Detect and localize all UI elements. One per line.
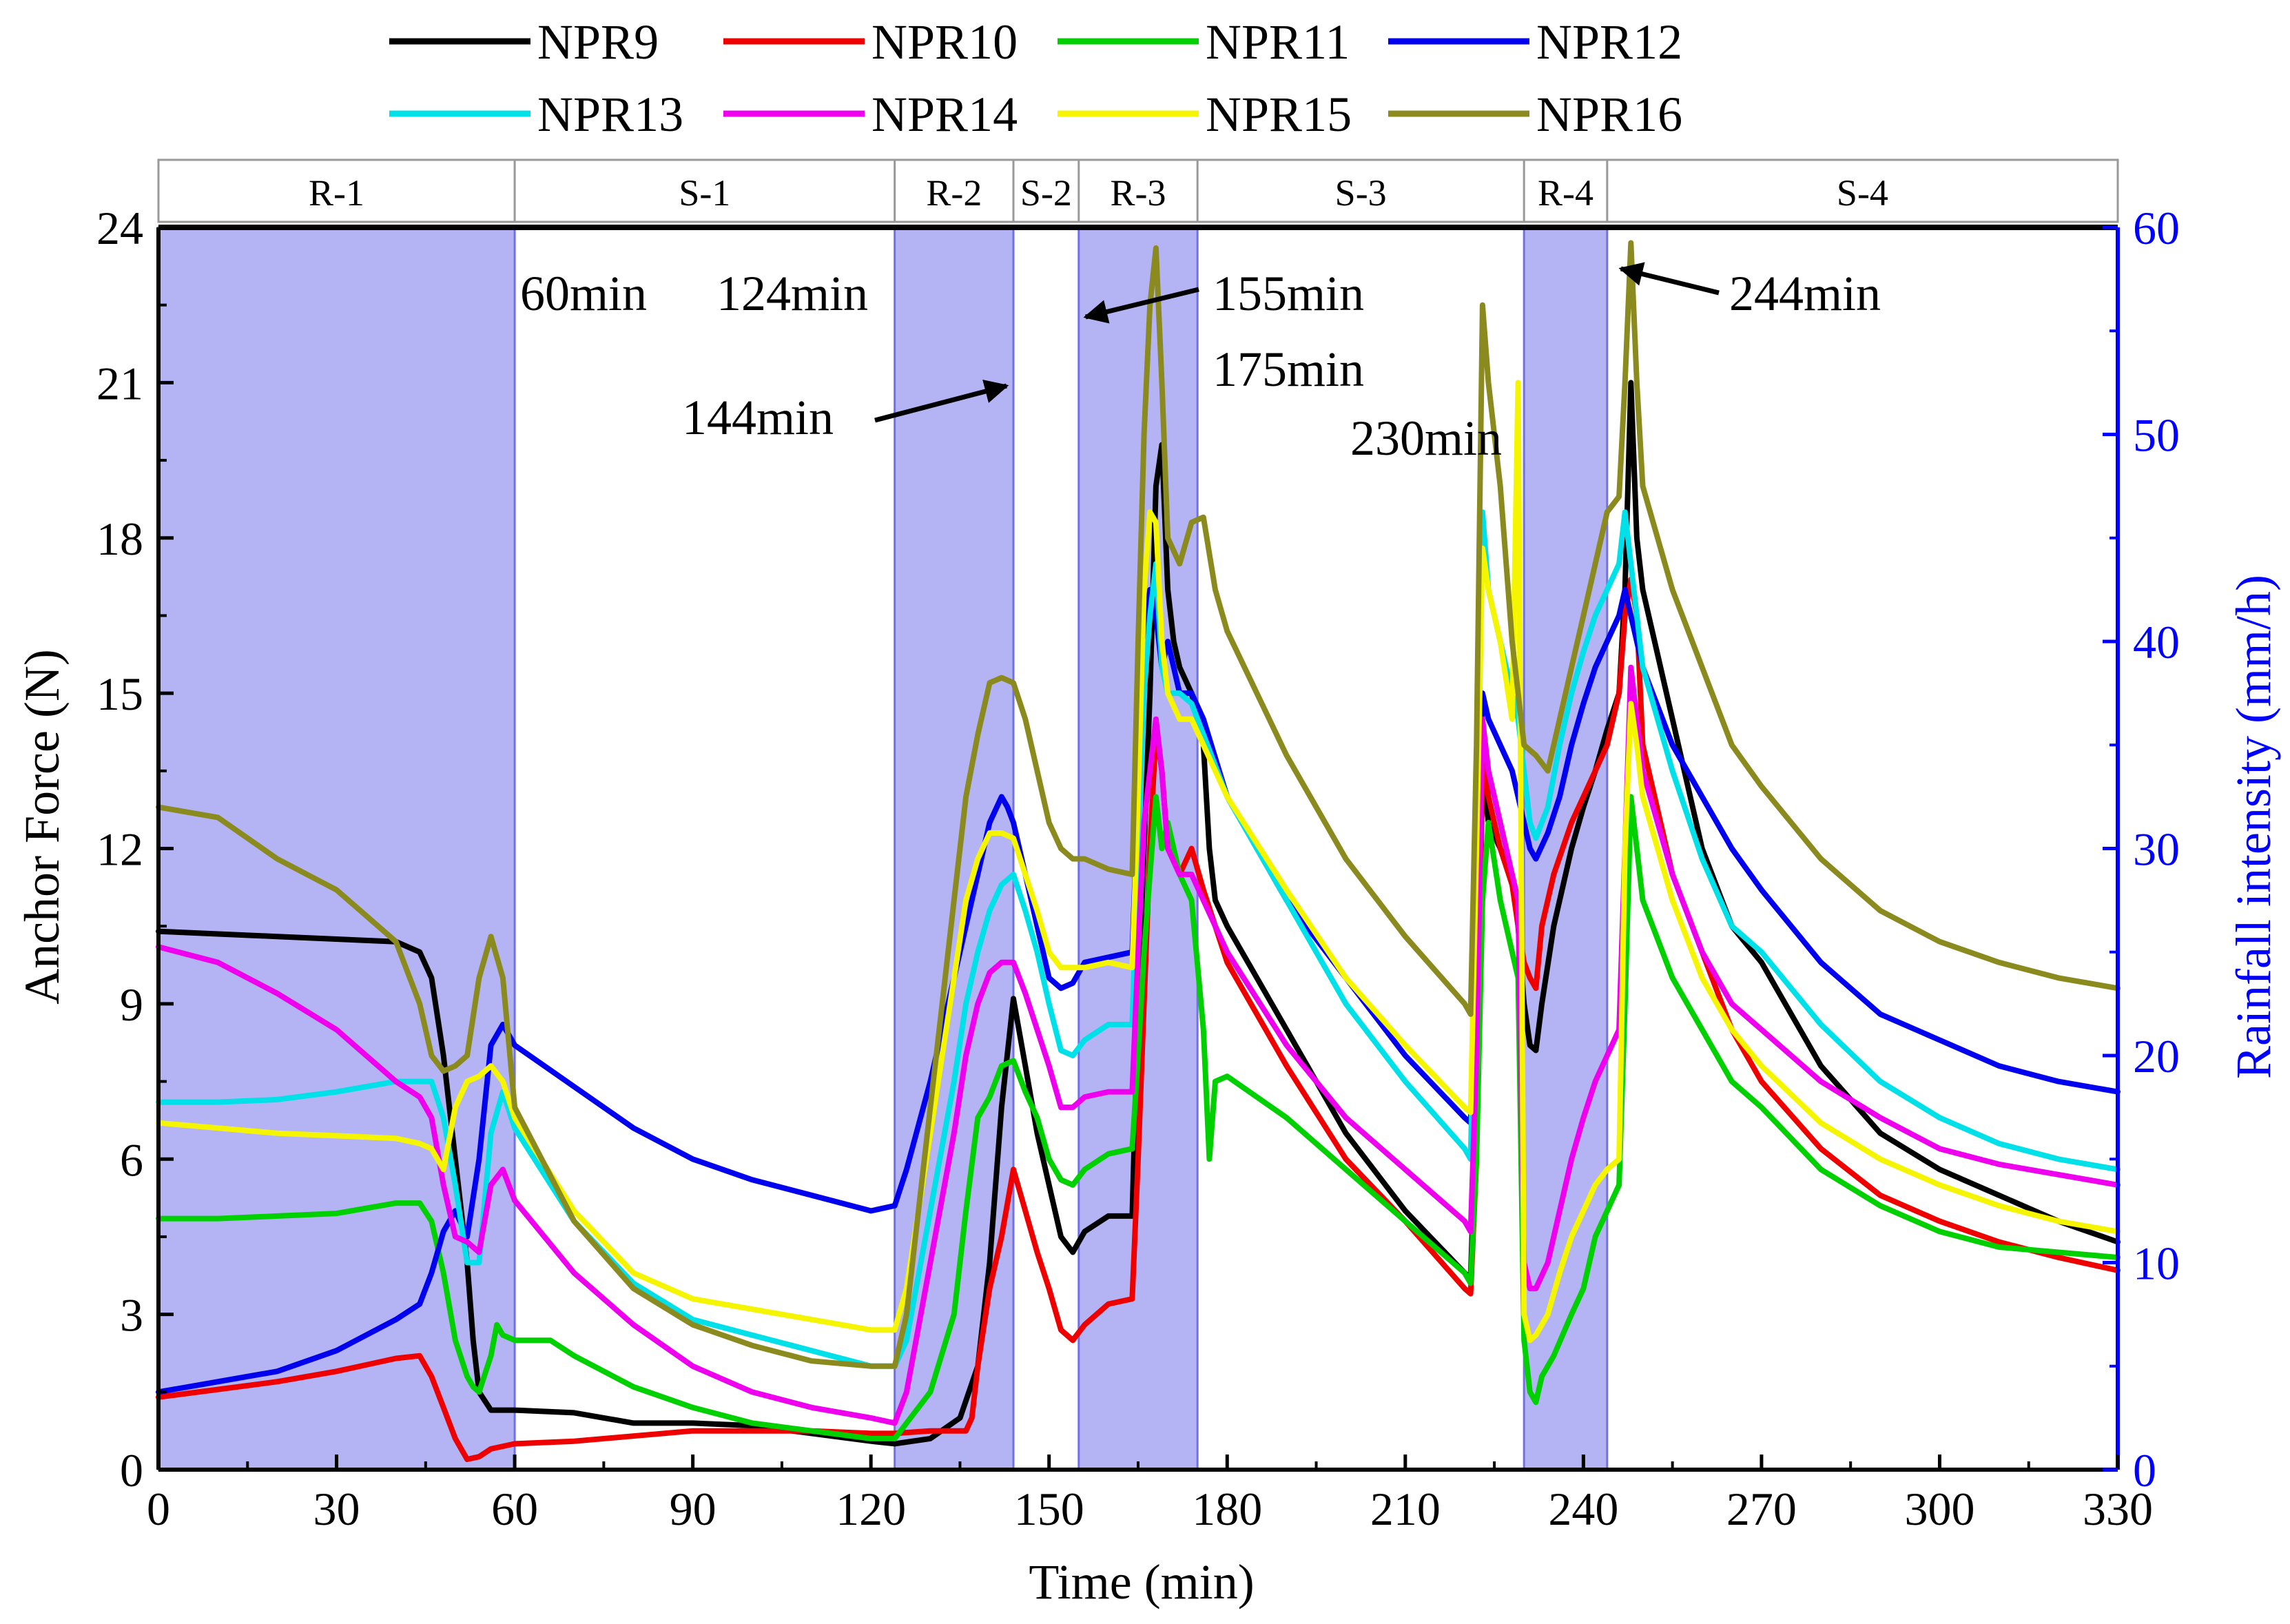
y-axis-title: Anchor Force (N) — [14, 649, 70, 1005]
x-tick-label: 300 — [1904, 1483, 1974, 1535]
y2-tick-label: 30 — [2133, 823, 2180, 876]
legend-label-npr9: NPR9 — [537, 14, 659, 70]
phase-label-r-4: R-4 — [1538, 172, 1593, 214]
legend-label-npr12: NPR12 — [1536, 14, 1682, 70]
annotations: 60min 124min 155min 175min 144min 230min 244mi… — [520, 262, 1881, 466]
annotation-60min: 60min — [520, 266, 647, 321]
x-tick-label: 180 — [1192, 1483, 1262, 1535]
phase-label-s-1: S-1 — [679, 172, 730, 214]
legend: NPR9 NPR10 NPR11 NPR12 NPR13 NPR14 NPR15 NPR16 — [389, 14, 1682, 142]
phase-label-r-1: R-1 — [309, 172, 364, 214]
phase-label-r-3: R-3 — [1111, 172, 1166, 214]
legend-label-npr15: NPR15 — [1206, 87, 1352, 142]
rain-period-r-1 — [157, 226, 516, 1471]
axes: 0 30 60 90 120 150 180 210 240 270 300 330036912151… — [96, 202, 2180, 1535]
phase-label-s-4: S-4 — [1837, 172, 1888, 214]
phase-label-s-2: S-2 — [1020, 172, 1072, 214]
x-tick-label: 90 — [670, 1483, 716, 1535]
annotation-244min: 244min — [1729, 266, 1881, 321]
annotation-175min: 175min — [1213, 342, 1364, 397]
y-tick-label: 21 — [96, 357, 143, 409]
y-tick-label: 9 — [120, 978, 143, 1031]
arrow-244min — [1618, 262, 1720, 296]
y2-tick-label: 0 — [2133, 1444, 2156, 1497]
legend-label-npr10: NPR10 — [871, 14, 1018, 70]
phase-bar-frame — [157, 158, 2119, 223]
x-tick-label: 150 — [1014, 1483, 1084, 1535]
y-tick-label: 0 — [120, 1444, 143, 1497]
y2-tick-label: 50 — [2133, 409, 2180, 462]
phase-label-r-2: R-2 — [926, 172, 982, 214]
x-tick-label: 30 — [313, 1483, 360, 1535]
arrow-144min — [874, 380, 1009, 423]
y-tick-label: 15 — [96, 668, 143, 720]
x-tick-label: 270 — [1726, 1483, 1797, 1535]
x-tick-label: 0 — [147, 1483, 170, 1535]
legend-label-npr11: NPR11 — [1206, 14, 1350, 70]
x-tick-label: 210 — [1370, 1483, 1441, 1535]
series-lines — [156, 240, 2121, 1462]
legend-label-npr16: NPR16 — [1536, 87, 1682, 142]
annotation-144min: 144min — [682, 390, 834, 445]
y-tick-label: 18 — [96, 513, 143, 565]
arrow-155min — [1083, 287, 1199, 324]
y-tick-label: 12 — [96, 823, 143, 876]
series-line-npr11 — [156, 794, 2121, 1441]
y2-tick-label: 40 — [2133, 616, 2180, 668]
legend-label-npr13: NPR13 — [537, 87, 683, 142]
series-line-npr16 — [156, 240, 2121, 1369]
y-tick-label: 6 — [120, 1133, 143, 1186]
y-tick-label: 24 — [96, 202, 143, 254]
annotation-155min: 155min — [1213, 266, 1364, 321]
y2-axis-title: Rainfall intensity (mm/h) — [2226, 575, 2281, 1079]
x-tick-label: 330 — [2083, 1483, 2153, 1535]
x-tick-label: 240 — [1548, 1483, 1618, 1535]
y-tick-label: 3 — [120, 1289, 143, 1342]
x-axis-title: Time (min) — [1029, 1554, 1254, 1610]
annotation-124min: 124min — [716, 266, 868, 321]
y2-tick-label: 60 — [2133, 202, 2180, 254]
y2-tick-label: 10 — [2133, 1237, 2180, 1290]
y2-tick-label: 20 — [2133, 1030, 2180, 1082]
legend-label-npr14: NPR14 — [871, 87, 1018, 142]
phase-bar: R-1 S-1 R-2 S-2 R-3 S-3 R-4 S-4 — [157, 158, 2119, 223]
x-tick-label: 60 — [491, 1483, 538, 1535]
x-tick-label: 120 — [836, 1483, 906, 1535]
annotation-230min: 230min — [1350, 411, 1502, 466]
phase-label-s-3: S-3 — [1335, 172, 1387, 214]
